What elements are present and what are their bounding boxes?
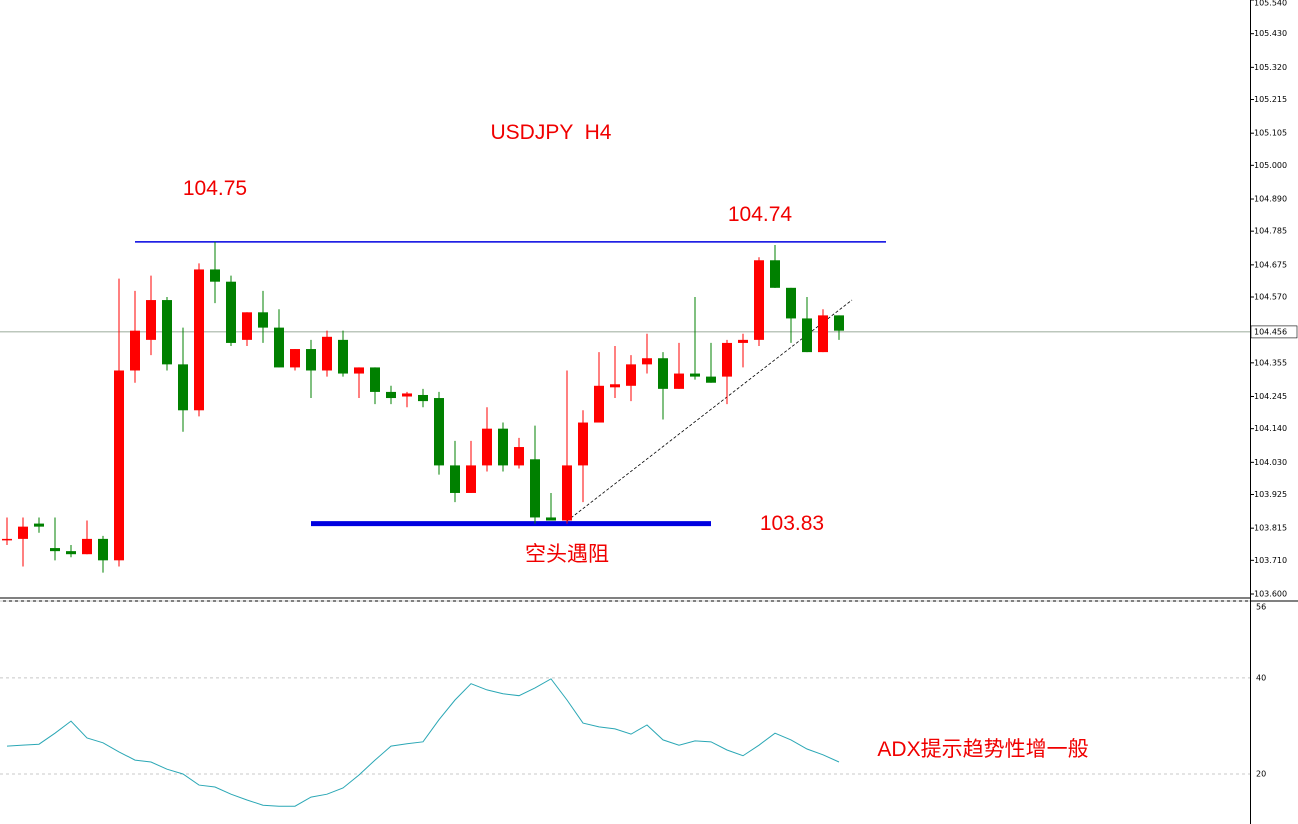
level-label: 104.75: [183, 177, 247, 200]
candle-body: [18, 526, 28, 539]
candle-body: [34, 523, 44, 527]
candle-body: [642, 358, 652, 365]
candle-body: [82, 538, 92, 555]
last-price-label: 104.456: [1254, 327, 1287, 336]
y-tick-label: 103.815: [1254, 524, 1287, 533]
y-tick-label: 104.890: [1254, 195, 1287, 204]
y-tick-label: 105.320: [1254, 63, 1287, 72]
y-tick-label: 104.140: [1254, 424, 1287, 433]
candle-body: [338, 339, 348, 374]
candle-body: [658, 358, 668, 389]
candle-body: [738, 339, 748, 343]
y-tick-label: 103.600: [1254, 590, 1287, 599]
y-tick-label: 104.355: [1254, 358, 1287, 367]
annotation: 空头遇阻: [525, 543, 609, 566]
candle-body: [834, 315, 844, 331]
chart-title: USDJPY H4: [491, 121, 612, 144]
candle-body: [546, 517, 556, 521]
candle-body: [66, 551, 76, 555]
candle-body: [802, 318, 812, 353]
candle-body: [322, 336, 332, 371]
candle-body: [418, 394, 428, 402]
y-tick-label: 104.570: [1254, 293, 1287, 302]
candle-body: [722, 342, 732, 377]
y-tick-label: 104.785: [1254, 227, 1287, 236]
candle-body: [562, 465, 572, 521]
adx-line: [6, 678, 840, 807]
y-tick-label: 105.000: [1254, 161, 1287, 170]
candle-body: [210, 269, 220, 282]
candle-body: [482, 428, 492, 466]
level-label: 104.74: [728, 203, 793, 226]
y-tick-label: 103.710: [1254, 556, 1287, 565]
candle-body: [194, 269, 204, 411]
candle-body: [402, 393, 412, 397]
candle-body: [354, 367, 364, 374]
y-tick-label: 105.540: [1254, 0, 1287, 8]
candle-body: [274, 327, 284, 368]
candle-body: [306, 349, 316, 371]
candle-body: [786, 287, 796, 319]
candle-body: [290, 349, 300, 368]
y-tick-label: 104.030: [1254, 458, 1287, 467]
y-tick-label: 105.215: [1254, 95, 1287, 104]
candle-body: [114, 370, 124, 561]
candle-body: [258, 312, 268, 328]
candle-body: [162, 300, 172, 365]
candle-body: [594, 385, 604, 423]
candle-body: [770, 260, 780, 288]
y-tick-label: 105.430: [1254, 29, 1287, 38]
y-tick-label: 105.105: [1254, 129, 1287, 138]
candle-body: [498, 428, 508, 466]
level-label: 103.83: [760, 512, 824, 535]
annotation: ADX提示趋势性增一般: [877, 738, 1088, 761]
candle-body: [242, 312, 252, 340]
y-tick-label: 20: [1256, 770, 1266, 779]
y-tick-label: 56: [1256, 603, 1266, 612]
candle-body: [626, 364, 636, 386]
y-tick-label: 40: [1256, 673, 1266, 682]
candle-body: [370, 367, 380, 392]
candle-body: [690, 373, 700, 377]
candle-body: [178, 364, 188, 411]
candle-body: [578, 422, 588, 466]
y-tick-label: 103.925: [1254, 490, 1287, 499]
last-price-box: [1250, 325, 1298, 339]
y-tick-label: 104.245: [1254, 392, 1287, 401]
candle-body: [98, 538, 108, 561]
candle-body: [610, 384, 620, 388]
candle-body: [450, 465, 460, 493]
candle-body: [50, 548, 60, 552]
candle-body: [226, 281, 236, 343]
candle-body: [386, 391, 396, 399]
candle-body: [674, 373, 684, 389]
candle-body: [530, 459, 540, 518]
candle-body: [818, 315, 828, 353]
y-tick-label: 104.675: [1254, 260, 1287, 269]
candle-body: [706, 376, 716, 383]
candle-body: [514, 447, 524, 466]
candle-body: [754, 260, 764, 340]
candle-body: [130, 330, 140, 371]
candle-body: [2, 538, 12, 541]
candle-body: [146, 300, 156, 340]
candle-body: [434, 398, 444, 466]
candle-body: [466, 465, 476, 493]
